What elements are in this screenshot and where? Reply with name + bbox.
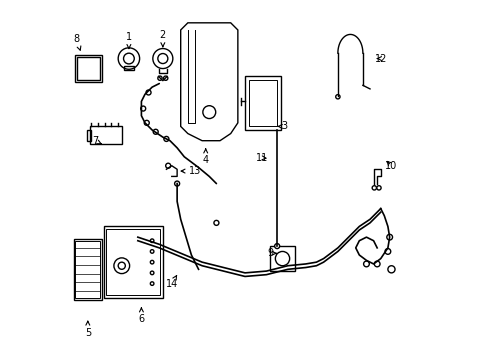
Bar [75,55,102,82]
Text: 6: 6 [138,308,145,324]
Bar [248,80,277,126]
Text: 14: 14 [166,275,178,289]
Text: 10: 10 [385,161,397,171]
Bar [75,241,100,298]
Circle shape [203,106,216,118]
Bar [245,76,281,130]
Text: 7: 7 [92,136,101,146]
Text: 3: 3 [278,121,287,131]
Text: 12: 12 [374,54,387,64]
Bar [74,239,102,300]
Bar [77,57,100,80]
Circle shape [387,234,392,240]
Circle shape [158,76,162,80]
Text: 11: 11 [256,153,268,163]
Bar [106,229,160,295]
Bar [124,66,134,70]
Circle shape [174,181,180,186]
Circle shape [146,90,151,95]
Circle shape [364,261,369,267]
Bar [90,126,122,144]
Circle shape [118,48,140,69]
Circle shape [150,260,154,264]
Bar [87,130,91,141]
Bar [104,226,163,298]
Circle shape [275,244,280,249]
Circle shape [214,220,219,225]
Circle shape [150,239,154,243]
Circle shape [144,120,149,125]
Circle shape [158,54,168,64]
Circle shape [150,282,154,285]
Circle shape [385,249,391,254]
Circle shape [118,262,125,269]
Circle shape [123,53,134,64]
Circle shape [377,186,381,190]
Circle shape [141,106,146,111]
Circle shape [164,76,168,80]
Circle shape [166,163,171,168]
Circle shape [388,266,395,273]
Circle shape [336,95,340,99]
Text: 1: 1 [126,32,132,49]
Circle shape [153,49,173,68]
Text: 9: 9 [267,248,276,258]
Circle shape [374,261,380,267]
Circle shape [372,186,376,190]
Circle shape [275,251,290,266]
Bar [270,246,295,271]
Circle shape [164,136,169,141]
Text: 8: 8 [74,34,81,50]
Circle shape [150,249,154,253]
Circle shape [150,271,154,275]
Text: 13: 13 [181,166,201,176]
Circle shape [114,258,130,274]
Text: 2: 2 [160,30,166,47]
Circle shape [153,129,158,134]
Text: 4: 4 [203,149,209,165]
Text: 5: 5 [85,321,91,338]
